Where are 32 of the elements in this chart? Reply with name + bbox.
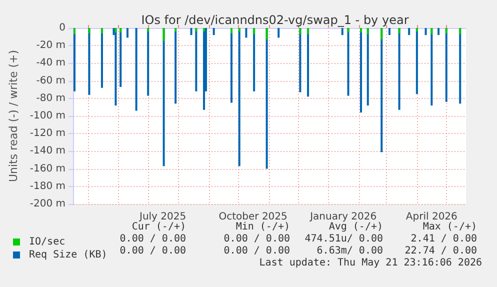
text: Cur (-/+) [132,222,186,232]
text: 22.74 / 0.00 [404,246,478,256]
y-tick-label: -180 m [30,180,66,192]
y-tick-label: -140 m [30,146,66,157]
text: Avg (-/+) [328,222,384,232]
chart-title: IOs for /dev/icanndns02-vg/swap_1 - by year [141,13,409,27]
text: 0.00 / 0.00 [120,246,186,256]
y-tick-label: -120 m [30,128,66,140]
text: Max (-/+) [422,222,478,232]
text: Last update: Thu May 21 23:16:06 2026 [259,258,482,268]
x-tick-label: October 2025 [218,212,288,222]
x-tick-label: July 2025 [138,212,186,222]
text: 0.00 / 0.00 [224,234,290,244]
y-tick-label: -60 m [36,75,66,86]
x-tick-label: January 2026 [309,212,377,222]
y-tick-label: -200 m [30,198,66,210]
y-tick-label: -20 m [36,40,66,52]
text: 0.00 / 0.00 [224,246,290,256]
y-tick-label: -40 m [36,58,66,69]
y-tick-label: -80 m [36,92,66,104]
text: Min (-/+) [236,222,290,232]
y-tick-label: 0 [59,22,66,34]
x-tick-label: April 2026 [406,212,458,222]
y-tick-label: -160 m [30,163,66,174]
y-tick-label: -100 m [30,110,66,122]
text: 2.41 / 0.00 [410,234,478,244]
text: 474.51u/ 0.00 [304,234,384,244]
text: 6.63m/ 0.00 [316,246,384,256]
legend-label: Req Size (KB) [29,250,108,260]
y-axis-title: Units read (-) / write (+) [7,50,20,182]
text: 0.00 / 0.00 [120,234,186,244]
legend-label: IO/sec [29,236,66,248]
